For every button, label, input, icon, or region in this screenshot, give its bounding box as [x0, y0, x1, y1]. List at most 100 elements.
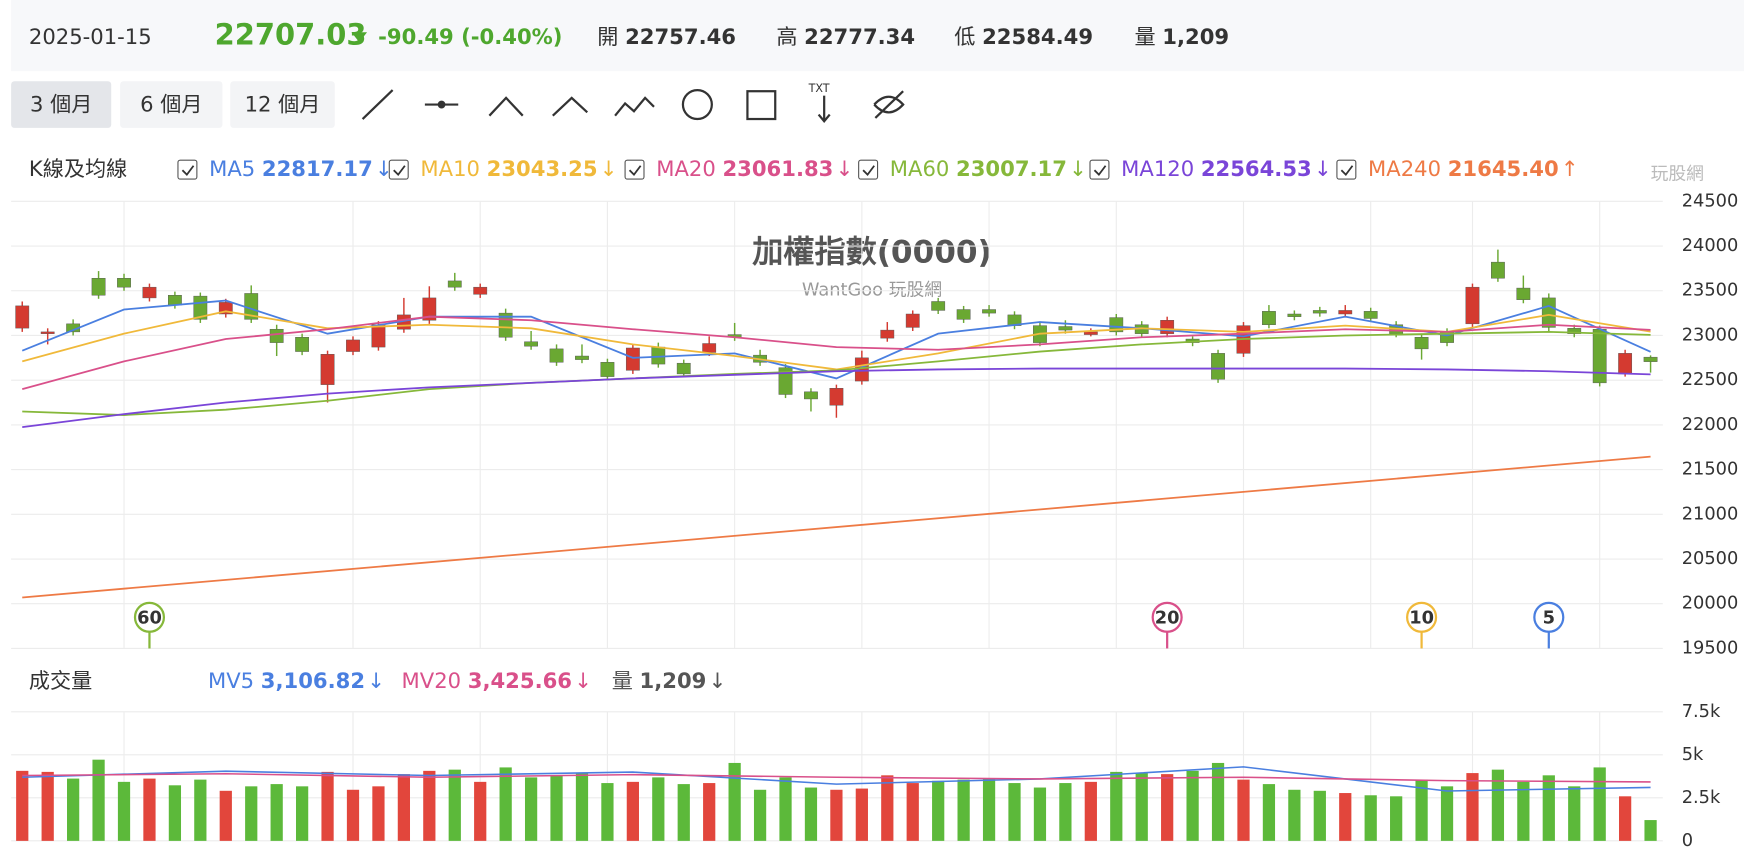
volume-bar — [703, 783, 716, 841]
volume-bar — [321, 771, 334, 841]
ma-arrow: ↑ — [1561, 156, 1579, 181]
volume-bar — [575, 773, 589, 841]
ma-arrow: ↓ — [1069, 156, 1087, 181]
drawing-tools[interactable] — [361, 88, 905, 123]
volume-bar — [194, 779, 207, 841]
marker — [1151, 601, 1183, 633]
volume-bar — [474, 781, 487, 841]
candle-body — [269, 328, 284, 343]
volume-bar — [245, 786, 258, 841]
ma-name: MA240 — [1368, 156, 1441, 181]
candle-body — [1058, 326, 1073, 331]
candle-body — [1363, 311, 1378, 319]
volume-bar — [448, 769, 461, 841]
volume-bar — [117, 781, 131, 841]
volume-panel-label: 成交量 — [29, 668, 92, 693]
date: 2025-01-15 — [29, 24, 152, 49]
candle-body — [15, 305, 30, 329]
chart-title: 加權指數(0000) — [752, 235, 992, 271]
range-button-label[interactable]: 6 個月 — [140, 92, 202, 117]
ma-name: MA60 — [890, 156, 950, 181]
checkbox[interactable] — [858, 159, 879, 180]
volume-bar — [1517, 781, 1530, 841]
stat-value: 1,209 — [1162, 24, 1229, 49]
logo: 玩股網 — [1651, 164, 1704, 185]
volume-bar — [92, 759, 105, 841]
marker — [1533, 601, 1565, 633]
volume-bar — [855, 788, 868, 841]
candle-body — [1338, 310, 1353, 315]
ma-name: MA120 — [1121, 156, 1194, 181]
marker-label: 10 — [1409, 607, 1434, 628]
panel-label: K線及均線 — [29, 156, 127, 181]
mv-name: MV5 — [208, 668, 254, 693]
candle-body — [524, 341, 538, 347]
ma-name: MA10 — [420, 156, 480, 181]
volume-value: 1,209 — [640, 668, 707, 693]
ma-line — [22, 315, 1651, 390]
stat-label: 高 — [776, 24, 797, 49]
mv-value: 3,106.82 — [261, 668, 365, 693]
y-tick-label: 23000 — [1682, 324, 1739, 345]
checkbox[interactable] — [177, 159, 198, 180]
volume-bar — [1593, 767, 1606, 841]
ma-legend: MA120 22564.53 ↓ — [1121, 156, 1332, 181]
stat-value: 22777.34 — [804, 24, 915, 49]
volume-bar — [16, 770, 29, 841]
checkbox[interactable] — [624, 159, 645, 180]
volume-bar — [41, 771, 54, 841]
range-button[interactable] — [11, 81, 112, 128]
candle-body — [1287, 313, 1302, 317]
candle-body — [1109, 317, 1124, 333]
y-tick-label: 24500 — [1682, 190, 1739, 211]
range-button[interactable] — [230, 81, 335, 128]
volume-bar — [1186, 770, 1199, 841]
volume-bar — [1161, 774, 1174, 841]
check — [393, 165, 406, 176]
candle-body — [1643, 356, 1658, 362]
candle-body — [1312, 310, 1327, 314]
candle-body — [1567, 328, 1582, 334]
mv-legend: MV5 3,106.82 ↓ — [208, 668, 385, 693]
range-button[interactable] — [120, 81, 223, 128]
txt-icon: TXT — [808, 82, 830, 95]
candle-body — [473, 286, 488, 295]
volume-bar — [932, 780, 945, 841]
ma-legend: MA60 23007.17 ↓ — [890, 156, 1087, 181]
candle-body — [422, 297, 437, 321]
marker — [133, 601, 166, 633]
candle-body — [549, 348, 564, 363]
candle-body — [218, 302, 233, 315]
candle-body — [1516, 287, 1531, 300]
checkbox[interactable] — [388, 159, 409, 180]
ma-legend: MA10 23043.25 ↓ — [420, 156, 617, 181]
candle-body — [1618, 353, 1633, 375]
volume-bar — [295, 786, 309, 841]
candle-body — [778, 367, 793, 395]
volume-bar — [1110, 771, 1123, 841]
candle-body — [346, 339, 360, 352]
checkbox[interactable] — [1089, 159, 1110, 180]
volume-bar — [626, 781, 639, 841]
volume-bar — [67, 778, 80, 841]
check — [1340, 165, 1354, 176]
checkbox[interactable] — [1336, 159, 1357, 180]
ma-value: 23061.83 — [722, 156, 833, 181]
check — [862, 165, 875, 176]
ma-line — [22, 455, 1651, 599]
volume-bar — [1542, 775, 1555, 841]
range-button-label[interactable]: 3 個月 — [30, 92, 92, 117]
candle-body — [1541, 297, 1556, 328]
range-button-label[interactable]: 12 個月 — [245, 92, 321, 117]
volume-tick-label: 5k — [1682, 744, 1704, 765]
volume-bar — [1364, 795, 1377, 841]
ma-value: 23043.25 — [487, 156, 598, 181]
volume-bar — [499, 767, 512, 841]
volume-bar — [1288, 789, 1301, 841]
ma-name: MA20 — [656, 156, 716, 181]
stat: 高 22777.34 — [776, 24, 915, 49]
ma-legend: MA240 21645.40 ↑ — [1368, 156, 1579, 181]
volume-bar — [652, 777, 665, 841]
mv-line — [22, 772, 1651, 783]
volume-bar — [423, 770, 436, 841]
